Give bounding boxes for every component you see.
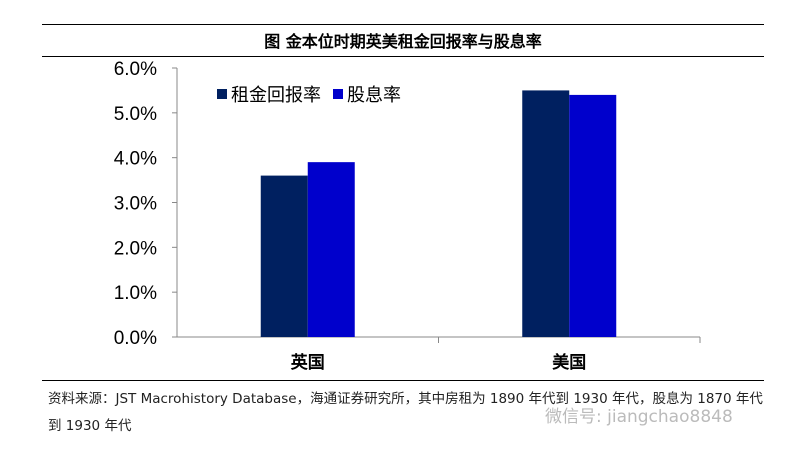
source-rule (42, 380, 764, 381)
y-tick-label: 4.0% (114, 149, 157, 170)
y-tick-label: 2.0% (114, 238, 157, 259)
x-tick-label: 英国 (291, 352, 325, 373)
legend-label: 股息率 (347, 85, 401, 106)
y-tick-label: 6.0% (114, 59, 157, 80)
bar-rent-yield (522, 90, 570, 338)
legend-swatch (217, 89, 227, 99)
x-tick-label: 美国 (552, 352, 586, 373)
bar-dividend-yield (569, 94, 617, 338)
watermark: 微信号: jiangchao8848 (545, 407, 733, 427)
title-top-rule (42, 24, 764, 25)
y-tick-label: 3.0% (114, 194, 157, 215)
y-tick-label: 1.0% (114, 283, 157, 304)
bar-rent-yield (260, 175, 308, 337)
legend-swatch (333, 89, 343, 99)
bar-chart: 0.0% 1.0% 2.0% 3.0% 4.0% 5.0% 6.0% 英国 美国 租金回报率 股息率 (114, 59, 701, 373)
source-note: 资料来源：JST Macrohistory Database，海通证券研究所，其… (48, 391, 763, 434)
y-tick-label: 0.0% (114, 328, 157, 349)
bar-dividend-yield (307, 162, 355, 337)
chart-title: 图 金本位时期英美租金回报率与股息率 (264, 32, 542, 51)
y-tick-label: 5.0% (114, 104, 157, 125)
legend-label: 租金回报率 (231, 85, 321, 106)
title-rule (42, 56, 764, 57)
